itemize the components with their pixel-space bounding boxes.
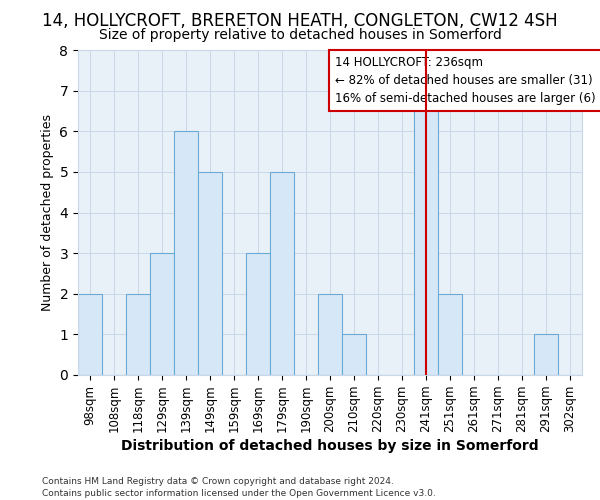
Text: 14, HOLLYCROFT, BRERETON HEATH, CONGLETON, CW12 4SH: 14, HOLLYCROFT, BRERETON HEATH, CONGLETO…	[42, 12, 558, 30]
Bar	[438, 294, 462, 375]
Text: Size of property relative to detached houses in Somerford: Size of property relative to detached ho…	[98, 28, 502, 42]
Bar	[150, 253, 174, 375]
Bar	[270, 172, 294, 375]
Bar	[318, 294, 342, 375]
Text: 14 HOLLYCROFT: 236sqm
← 82% of detached houses are smaller (31)
16% of semi-deta: 14 HOLLYCROFT: 236sqm ← 82% of detached …	[335, 56, 600, 105]
X-axis label: Distribution of detached houses by size in Somerford: Distribution of detached houses by size …	[121, 440, 539, 454]
Bar	[246, 253, 270, 375]
Bar	[342, 334, 366, 375]
Text: Contains HM Land Registry data © Crown copyright and database right 2024.
Contai: Contains HM Land Registry data © Crown c…	[42, 476, 436, 498]
Bar	[126, 294, 150, 375]
Bar	[174, 131, 198, 375]
Bar	[414, 90, 438, 375]
Y-axis label: Number of detached properties: Number of detached properties	[41, 114, 54, 311]
Bar	[534, 334, 558, 375]
Bar	[198, 172, 222, 375]
Bar	[78, 294, 102, 375]
